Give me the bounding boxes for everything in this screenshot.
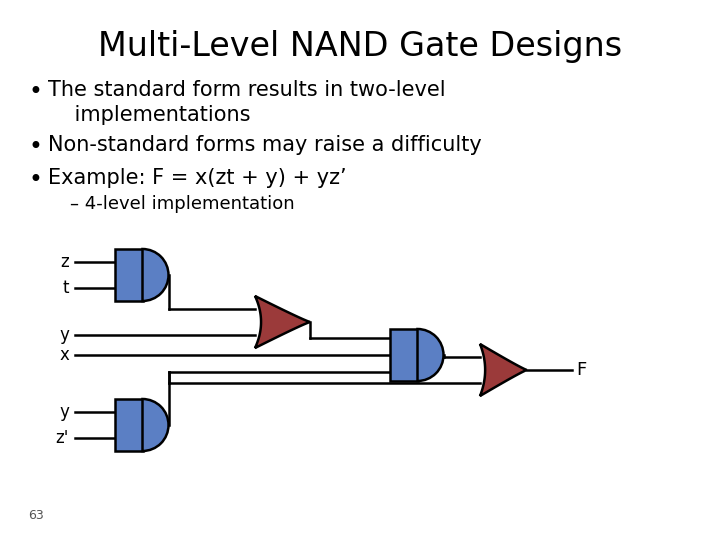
- Text: •: •: [28, 80, 42, 104]
- Polygon shape: [115, 249, 143, 301]
- Wedge shape: [418, 329, 444, 381]
- Text: z': z': [55, 429, 69, 447]
- Text: x: x: [59, 346, 69, 364]
- Text: – 4-level implementation: – 4-level implementation: [70, 195, 294, 213]
- Text: z: z: [60, 253, 69, 271]
- Polygon shape: [115, 399, 143, 451]
- Text: The standard form results in two-level: The standard form results in two-level: [48, 80, 446, 100]
- Polygon shape: [255, 296, 310, 348]
- Text: Non-standard forms may raise a difficulty: Non-standard forms may raise a difficult…: [48, 135, 482, 155]
- Text: F: F: [577, 361, 587, 379]
- Wedge shape: [143, 399, 168, 451]
- Text: 63: 63: [28, 509, 44, 522]
- Text: Example: F = x(zt + y) + yz’: Example: F = x(zt + y) + yz’: [48, 168, 346, 188]
- Text: t: t: [63, 279, 69, 297]
- Text: Multi-Level NAND Gate Designs: Multi-Level NAND Gate Designs: [98, 30, 622, 63]
- Text: y: y: [59, 403, 69, 421]
- Wedge shape: [143, 249, 168, 301]
- Polygon shape: [480, 344, 527, 396]
- Text: implementations: implementations: [48, 105, 251, 125]
- Text: •: •: [28, 135, 42, 159]
- Polygon shape: [390, 329, 418, 381]
- Text: y: y: [59, 326, 69, 344]
- Text: •: •: [28, 168, 42, 192]
